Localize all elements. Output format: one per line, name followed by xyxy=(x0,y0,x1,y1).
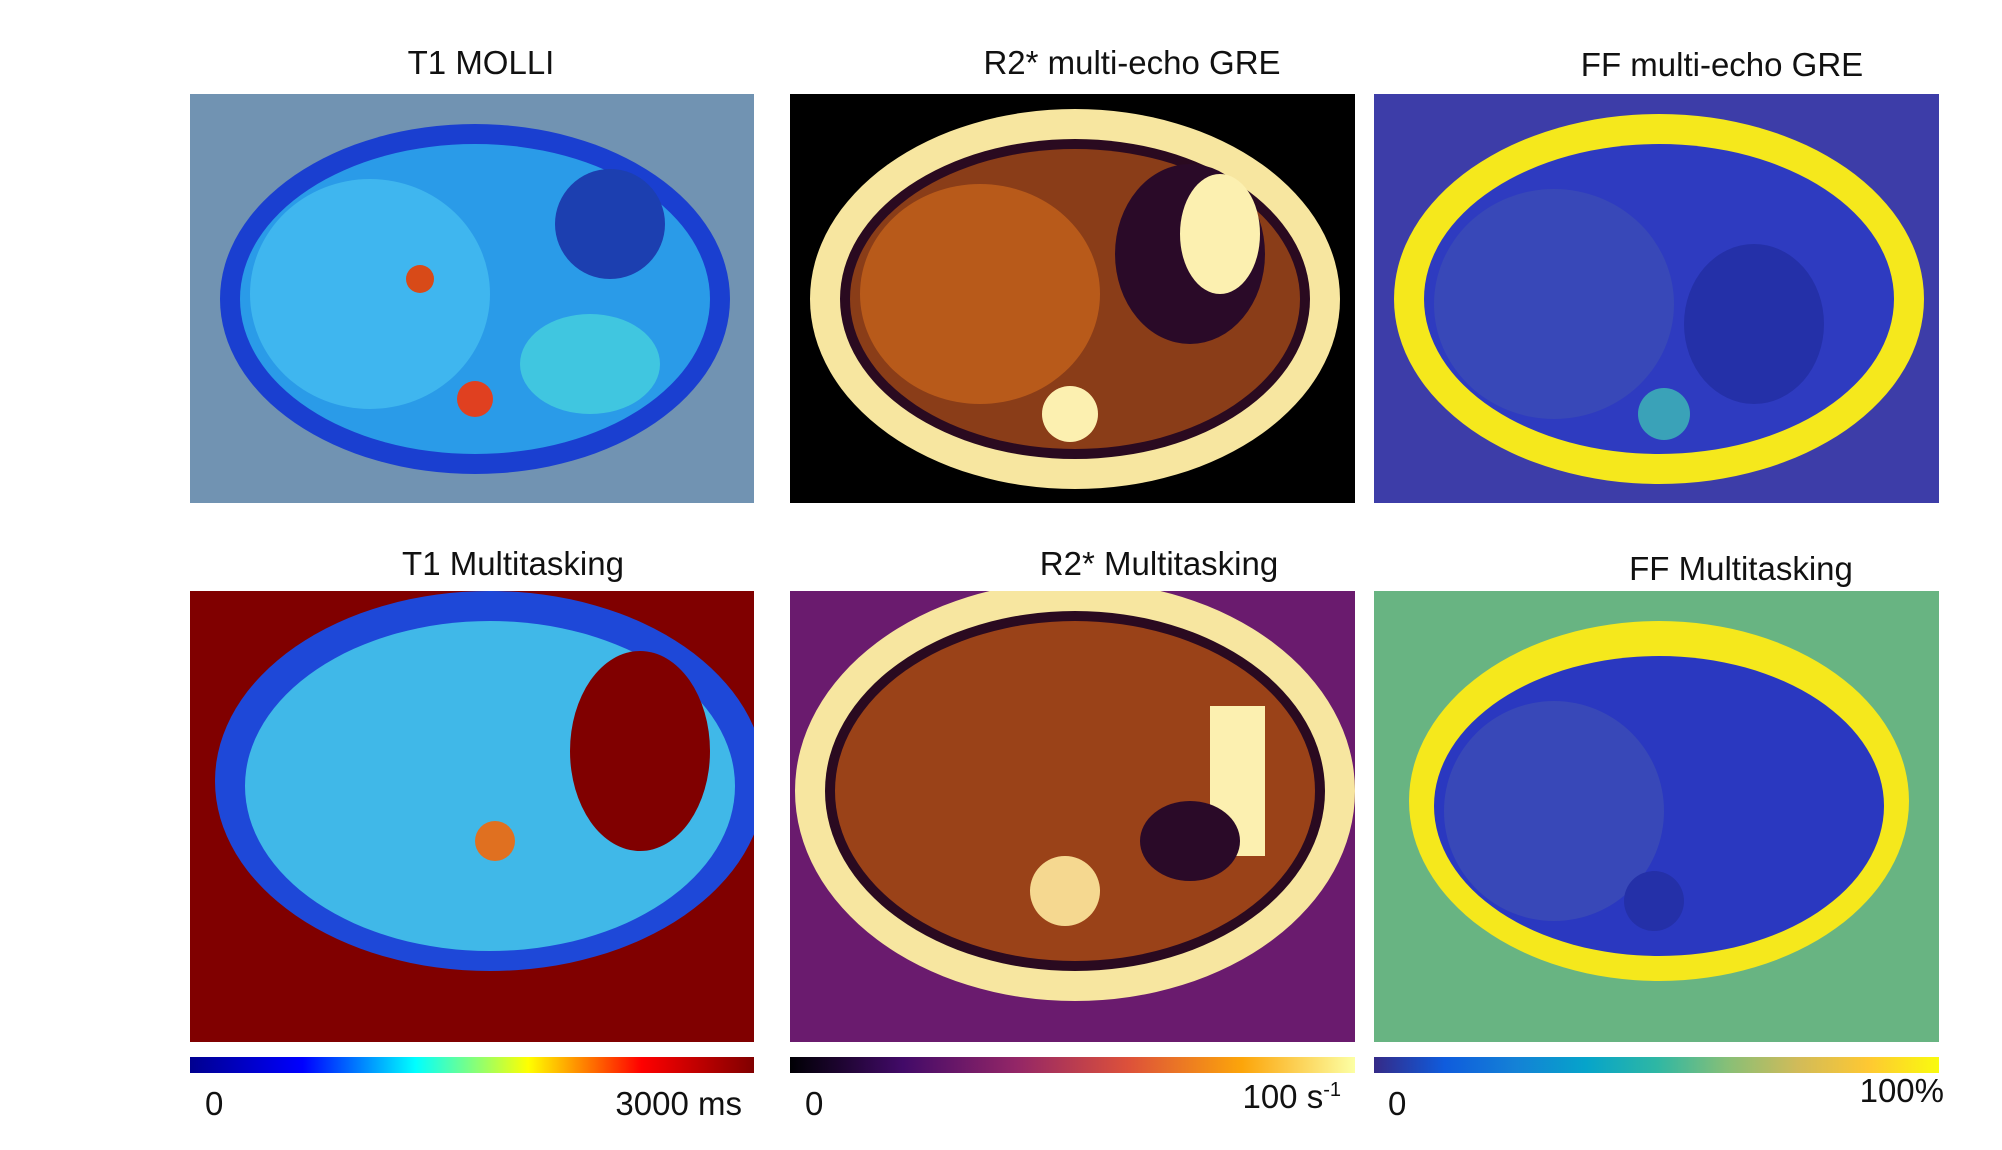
colorbar-max-text: 100 s xyxy=(1242,1078,1324,1115)
colorbar-min: 0 xyxy=(1388,1085,1407,1122)
colorbar-min: 0 xyxy=(205,1085,224,1122)
colorbar-max: 100% xyxy=(1859,1072,1944,1109)
r2star-multitasking-map xyxy=(790,591,1355,1042)
panel-title: FF Multitasking xyxy=(1629,550,1853,587)
colorbar-max: 100 s-1 xyxy=(1242,1078,1341,1116)
panel-title: R2* multi-echo GRE xyxy=(983,44,1281,81)
colorbar xyxy=(190,1057,754,1073)
colorbar xyxy=(790,1057,1355,1073)
colorbar-max: 3000 ms xyxy=(615,1085,742,1122)
t1-multitasking-map xyxy=(190,591,754,1042)
colorbar-min: 0 xyxy=(805,1085,824,1122)
panel-title: FF multi-echo GRE xyxy=(1580,46,1864,83)
panel-title: T1 MOLLI xyxy=(407,44,555,81)
ff-multitasking-map xyxy=(1374,591,1939,1042)
r2star-gre-map xyxy=(790,94,1355,503)
panel-title: T1 Multitasking xyxy=(402,545,624,582)
ff-gre-map xyxy=(1374,94,1939,503)
panel-title: R2* Multitasking xyxy=(1039,545,1279,582)
colorbar-max-exponent: -1 xyxy=(1323,1079,1341,1101)
t1-molli-map xyxy=(190,94,754,503)
colorbar xyxy=(1374,1057,1939,1073)
